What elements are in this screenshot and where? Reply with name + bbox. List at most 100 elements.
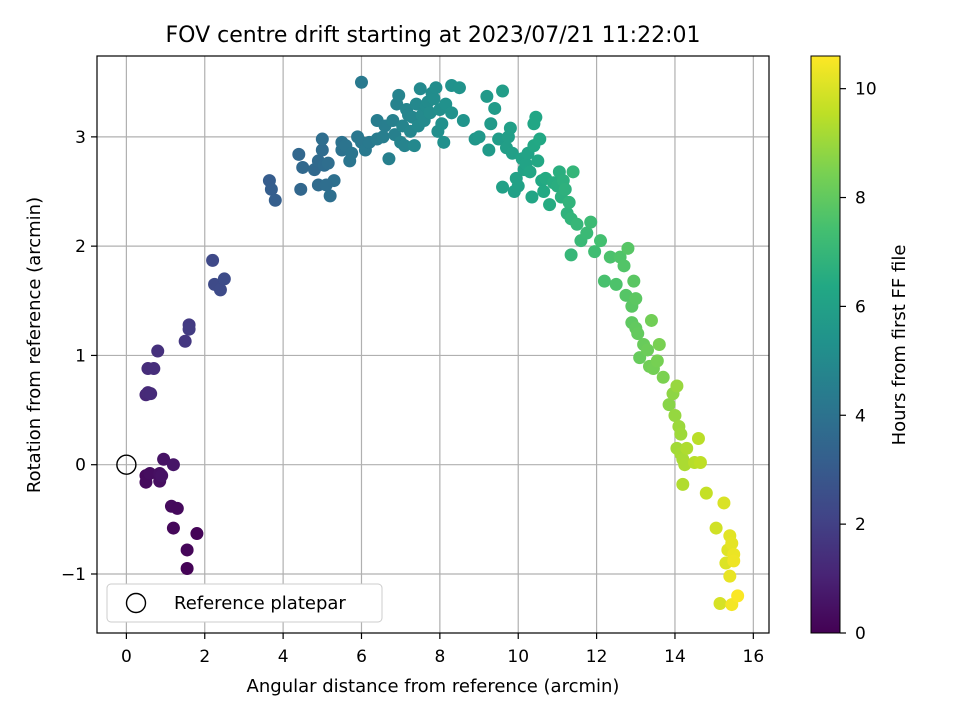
data-point	[564, 248, 578, 262]
data-point	[323, 189, 337, 203]
data-point	[533, 132, 547, 146]
reference-platepar-marker	[116, 454, 137, 475]
data-point	[537, 185, 551, 199]
data-point	[213, 283, 227, 297]
data-point	[543, 198, 557, 212]
data-point	[627, 274, 641, 288]
y-tick-label: 0	[75, 456, 86, 476]
data-point	[170, 501, 184, 515]
data-point	[619, 288, 633, 302]
data-point	[182, 322, 196, 336]
data-point	[427, 92, 441, 106]
data-point	[264, 182, 278, 196]
x-tick-label: 16	[743, 647, 765, 667]
data-point	[151, 344, 165, 358]
legend-box	[106, 583, 383, 623]
x-tick-label: 14	[664, 647, 686, 667]
colorbar-tick-label: 2	[855, 515, 866, 535]
data-point	[319, 178, 333, 192]
data-point	[409, 97, 423, 111]
data-point	[190, 527, 204, 541]
data-point	[631, 327, 645, 341]
x-tick-label: 4	[278, 647, 289, 667]
colorbar-label: Hours from first FF file	[889, 245, 910, 446]
data-point	[609, 277, 623, 291]
data-point	[472, 130, 486, 144]
data-point	[437, 135, 451, 149]
data-point	[147, 362, 161, 376]
data-point	[693, 456, 707, 470]
x-tick-label: 12	[586, 647, 608, 667]
data-point	[376, 130, 390, 144]
y-tick-label: −1	[61, 565, 86, 585]
data-point	[268, 193, 282, 207]
y-tick-label: 2	[75, 237, 86, 257]
data-point	[668, 409, 682, 423]
data-point	[144, 387, 158, 401]
data-point	[597, 274, 611, 288]
chart-title: FOV centre drift starting at 2023/07/21 …	[166, 23, 701, 48]
data-point	[603, 250, 617, 264]
data-point	[558, 182, 572, 196]
reference-marker-layer	[116, 454, 137, 475]
data-point	[529, 110, 543, 124]
data-point	[617, 259, 631, 273]
data-point	[511, 179, 525, 193]
data-point	[650, 354, 664, 368]
colorbar-tick-label: 8	[855, 189, 866, 209]
data-point	[594, 234, 608, 248]
data-point	[570, 217, 584, 231]
data-point	[452, 81, 466, 95]
x-tick-label: 0	[121, 647, 132, 667]
data-point	[588, 245, 602, 259]
data-point	[292, 147, 306, 161]
data-point	[713, 596, 727, 610]
data-point	[562, 195, 576, 209]
data-point	[662, 398, 676, 412]
colorbar-tick-label: 0	[855, 624, 866, 644]
data-point	[725, 536, 739, 550]
x-tick-label: 10	[507, 647, 529, 667]
data-point	[445, 106, 459, 120]
data-points	[139, 75, 745, 612]
data-point	[670, 379, 684, 393]
x-axis-label: Angular distance from reference (arcmin)	[247, 676, 620, 697]
data-point	[644, 313, 658, 327]
data-point	[492, 132, 506, 146]
data-point	[496, 180, 510, 194]
x-tick-label: 2	[199, 647, 210, 667]
data-point	[680, 441, 694, 455]
data-point	[217, 272, 231, 286]
data-point	[531, 154, 545, 168]
data-point	[488, 101, 502, 115]
data-point	[382, 152, 396, 166]
plot-frame	[96, 55, 770, 634]
data-point	[423, 106, 437, 120]
grid	[97, 56, 769, 633]
data-point	[674, 427, 688, 441]
data-point	[392, 88, 406, 102]
data-point	[413, 82, 427, 96]
colorbar-gradient	[810, 55, 841, 634]
data-point	[155, 469, 169, 483]
data-point	[407, 139, 421, 153]
colorbar-ticks: 0 2 4 6 8 10	[840, 80, 877, 644]
legend: Reference platepar	[106, 583, 383, 623]
data-point	[727, 554, 741, 568]
y-axis-label: Rotation from reference (arcmin)	[24, 197, 45, 493]
y-tick-label: 1	[75, 346, 86, 366]
data-point	[584, 215, 598, 229]
data-point	[143, 466, 157, 480]
legend-label: Reference platepar	[174, 593, 346, 614]
data-point	[321, 156, 335, 170]
data-point	[180, 543, 194, 557]
data-point	[656, 370, 670, 384]
x-axis-ticks: 0 2 4 6 8 10 12 14 16	[121, 633, 764, 667]
data-point	[345, 146, 359, 160]
colorbar: 0 2 4 6 8 10 Hours from first FF file	[810, 55, 910, 644]
data-point	[315, 143, 329, 157]
data-point	[296, 160, 310, 174]
data-point	[386, 113, 400, 127]
